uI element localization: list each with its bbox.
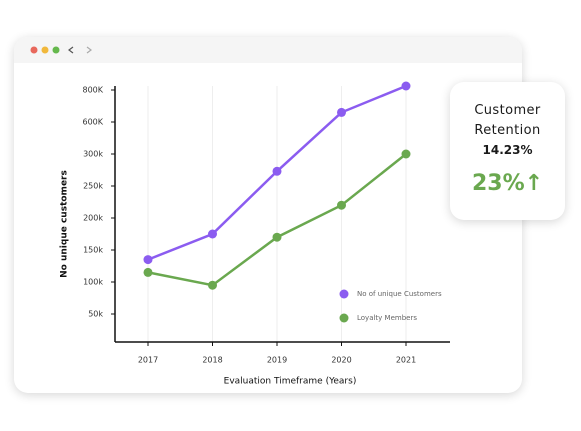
legend-label: No of unique Customers — [357, 290, 442, 298]
y-tick-label: 250k — [83, 182, 103, 191]
data-point — [272, 232, 282, 242]
title-bar — [14, 37, 522, 63]
data-point — [401, 81, 411, 91]
browser-window — [14, 37, 522, 393]
data-point — [143, 255, 153, 265]
y-tick-label: 300k — [83, 150, 103, 159]
legend-label: Loyalty Members — [357, 314, 417, 322]
x-tick-label: 2017 — [138, 356, 158, 365]
window-dot — [52, 46, 60, 54]
x-axis-title: Evaluation Timeframe (Years) — [224, 377, 357, 387]
data-point — [401, 149, 411, 159]
data-point — [208, 280, 217, 290]
data-point — [143, 267, 153, 277]
x-tick-label: 2021 — [396, 356, 416, 365]
legend-marker — [339, 313, 349, 323]
data-point — [208, 229, 217, 239]
y-tick-label: 600K — [82, 118, 103, 127]
stat-value: 14.23% — [482, 143, 533, 157]
data-point — [337, 107, 346, 117]
stat-card: Customer Retention 14.23% 23%↑ — [450, 82, 565, 220]
y-tick-label: 150k — [83, 246, 103, 255]
data-point — [272, 166, 282, 176]
y-tick-label: 200k — [83, 214, 103, 223]
x-tick-label: 2020 — [331, 356, 351, 365]
stat-change: 23%↑ — [471, 171, 544, 196]
data-point — [337, 200, 346, 210]
stat-title: Customer Retention — [474, 103, 541, 138]
y-tick-label: 800K — [82, 86, 103, 95]
y-axis-title: No unique customers — [60, 170, 70, 278]
window-dot — [41, 46, 49, 54]
forward-button[interactable] — [86, 46, 92, 54]
y-tick-label: 50k — [88, 310, 103, 319]
x-tick-label: 2019 — [267, 356, 287, 365]
back-button[interactable] — [68, 46, 74, 54]
x-tick-label: 2018 — [202, 356, 222, 365]
y-tick-label: 100k — [83, 278, 103, 287]
window-dot — [30, 46, 38, 54]
legend-marker — [339, 289, 349, 299]
